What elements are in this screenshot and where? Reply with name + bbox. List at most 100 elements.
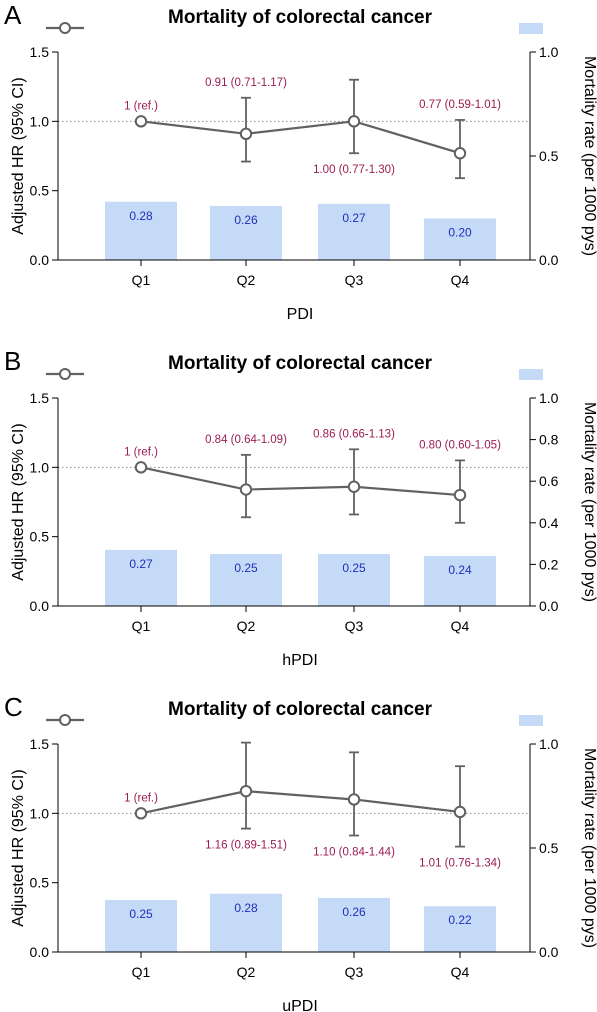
y-tick-label-left: 1.5	[30, 390, 50, 406]
hr-label: 1 (ref.)	[124, 100, 158, 112]
y-tick-label-right: 0.6	[539, 473, 559, 489]
chart-title: Mortality of colorectal cancer	[168, 7, 433, 28]
chart-panel-a: A Mortality of colorectal cancer 0.28 0.26 0…	[4, 0, 597, 323]
y-tick-label-right: 0.0	[539, 252, 559, 268]
bar-q4	[424, 218, 496, 260]
chart-panel-c: C Mortality of colorectal cancer 0.25 0.28 0…	[4, 692, 597, 1012]
bar-q1	[105, 549, 177, 606]
y-tick-label-left: 0.5	[30, 529, 50, 545]
x-tick-label: Q4	[451, 618, 470, 634]
y-tick-label-left: 1.5	[30, 736, 50, 752]
bar-label: 0.26	[342, 905, 366, 919]
bar-q3	[318, 554, 390, 606]
hr-point-q1	[134, 461, 148, 474]
x-axis-label: PDI	[287, 306, 314, 323]
hr-label: 0.91 (0.71-1.17)	[205, 77, 287, 89]
hr-point-q2	[239, 483, 253, 496]
legend-point-marker	[59, 368, 71, 380]
x-tick-label: Q3	[345, 272, 364, 288]
bar-q3	[318, 203, 390, 260]
y-tick-label-left: 1.0	[30, 459, 50, 475]
x-tick-label: Q2	[237, 964, 256, 980]
bar-q2	[210, 205, 282, 260]
y-axis-label-right: Mortality rate (per 1000 pys)	[581, 748, 597, 948]
bar-q4	[424, 906, 496, 952]
legend	[46, 22, 543, 34]
hr-point-q2	[239, 127, 253, 141]
bar-label: 0.22	[448, 913, 472, 927]
bar-label: 0.26	[234, 213, 258, 227]
chart-title: Mortality of colorectal cancer	[168, 699, 433, 720]
hr-series-line	[140, 790, 461, 815]
bar-label: 0.27	[342, 211, 366, 225]
bar-label: 0.24	[448, 563, 472, 577]
y-tick-label-right: 0.2	[539, 556, 559, 572]
x-axis-label: hPDI	[282, 652, 318, 669]
x-axis-label: uPDI	[282, 998, 318, 1012]
y-axis-label-right: Mortality rate (per 1000 pys)	[581, 402, 597, 602]
hr-label: 0.86 (0.66-1.13)	[313, 428, 395, 440]
y-tick-label-right: 1.0	[539, 44, 559, 60]
y-tick-label-right: 0.0	[539, 944, 559, 960]
y-tick-label-left: 1.0	[30, 113, 50, 129]
hr-series-line	[140, 120, 461, 155]
legend-bar-swatch	[519, 369, 543, 380]
legend-bar-swatch	[519, 715, 543, 726]
y-axis-label-left: Adjusted HR (95% CI)	[10, 769, 27, 926]
y-axis-label-right: Mortality rate (per 1000 pys)	[581, 56, 597, 256]
hr-label: 1 (ref.)	[124, 446, 158, 458]
x-tick-label: Q2	[237, 618, 256, 634]
bar-q1	[105, 900, 177, 952]
bar-label: 0.25	[342, 561, 366, 575]
hr-point-q4	[453, 805, 467, 819]
hr-point-q1	[134, 807, 148, 820]
legend-point-marker	[59, 22, 71, 34]
x-tick-label: Q4	[451, 272, 470, 288]
x-tick-label: Q1	[132, 964, 151, 980]
hr-label: 0.80 (0.60-1.05)	[419, 439, 501, 451]
hr-point-q4	[453, 147, 467, 160]
x-tick-label: Q3	[345, 618, 364, 634]
chart-panel-b: B Mortality of colorectal cancer 0.27 0.25 0…	[4, 346, 597, 669]
y-axis-label-left: Adjusted HR (95% CI)	[10, 77, 27, 234]
panel-letter: B	[4, 346, 21, 376]
hr-point-q3	[347, 793, 361, 806]
chart-title: Mortality of colorectal cancer	[168, 353, 433, 374]
hr-label: 1.16 (0.89-1.51)	[205, 840, 287, 852]
bar-label: 0.28	[129, 209, 153, 223]
y-axis-label-left: Adjusted HR (95% CI)	[10, 423, 27, 580]
bar-q2	[210, 554, 282, 606]
y-tick-label-left: 0.5	[30, 875, 50, 891]
hr-point-q2	[239, 784, 253, 798]
bar-label: 0.27	[129, 557, 153, 571]
hr-point-q3	[347, 480, 361, 493]
y-tick-label-right: 0.4	[539, 515, 559, 531]
y-tick-label-left: 0.0	[30, 252, 50, 268]
bar-q1	[105, 201, 177, 260]
legend-point-marker	[59, 714, 71, 726]
bar-label: 0.25	[129, 907, 153, 921]
hr-point-q4	[453, 488, 467, 502]
y-tick-label-right: 0.5	[539, 840, 559, 856]
hr-series-line	[140, 466, 461, 497]
hr-label: 0.77 (0.59-1.01)	[419, 99, 501, 111]
legend	[46, 714, 543, 726]
y-tick-label-left: 0.5	[30, 183, 50, 199]
x-tick-label: Q1	[132, 618, 151, 634]
hr-point-q1	[134, 115, 148, 128]
legend-bar-swatch	[519, 23, 543, 34]
bar-q4	[424, 556, 496, 606]
x-tick-label: Q1	[132, 272, 151, 288]
bar-label: 0.28	[234, 901, 258, 915]
y-tick-label-right: 1.0	[539, 736, 559, 752]
y-tick-label-left: 1.5	[30, 44, 50, 60]
panel-letter: C	[4, 692, 23, 722]
x-tick-label: Q2	[237, 272, 256, 288]
hr-label: 1.10 (0.84-1.44)	[313, 847, 395, 859]
hr-point-q3	[347, 115, 361, 128]
bar-label: 0.20	[448, 225, 472, 239]
y-tick-label-right: 0.5	[539, 148, 559, 164]
x-tick-label: Q3	[345, 964, 364, 980]
hr-label: 1 (ref.)	[124, 792, 158, 804]
